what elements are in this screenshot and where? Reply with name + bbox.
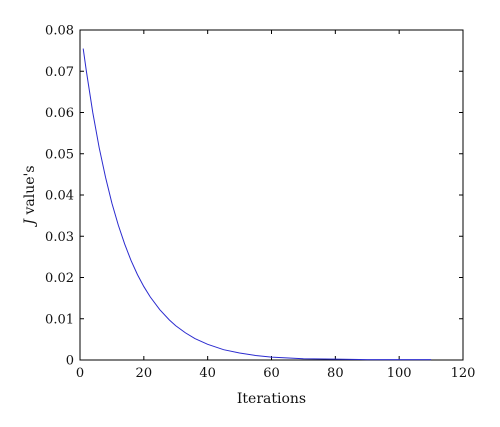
plot-frame xyxy=(79,29,464,361)
y-axis-title: J value's xyxy=(22,165,38,227)
axis-tick-labels: 0 20 40 60 80 100 120 0 0.01 0.02 0.03 0.04 0.05 0.06… xyxy=(45,24,475,382)
y-axis-title-italic: J xyxy=(22,218,38,228)
x-tick-label: 0 xyxy=(76,366,84,381)
x-tick-label: 60 xyxy=(263,366,280,381)
y-tick-label: 0 xyxy=(66,354,74,369)
y-tick-label: 0.02 xyxy=(45,271,74,286)
y-tick-label: 0.03 xyxy=(45,230,74,245)
y-axis-title-rest: value's xyxy=(22,165,38,219)
y-tick-label: 0.05 xyxy=(45,147,74,162)
y-tick-label: 0.08 xyxy=(45,24,74,39)
x-tick-label: 40 xyxy=(199,366,216,381)
x-axis-title: Iterations xyxy=(237,391,306,407)
y-tick-label: 0.01 xyxy=(45,312,74,327)
axis-ticks xyxy=(79,29,464,361)
x-tick-label: 80 xyxy=(327,366,344,381)
x-tick-label: 20 xyxy=(136,366,153,381)
y-tick-label: 0.06 xyxy=(45,106,74,121)
series-line xyxy=(82,48,432,361)
x-tick-label: 100 xyxy=(387,366,412,381)
y-tick-label: 0.04 xyxy=(45,189,74,204)
y-tick-label: 0.07 xyxy=(45,65,74,80)
x-tick-label: 120 xyxy=(451,366,476,381)
